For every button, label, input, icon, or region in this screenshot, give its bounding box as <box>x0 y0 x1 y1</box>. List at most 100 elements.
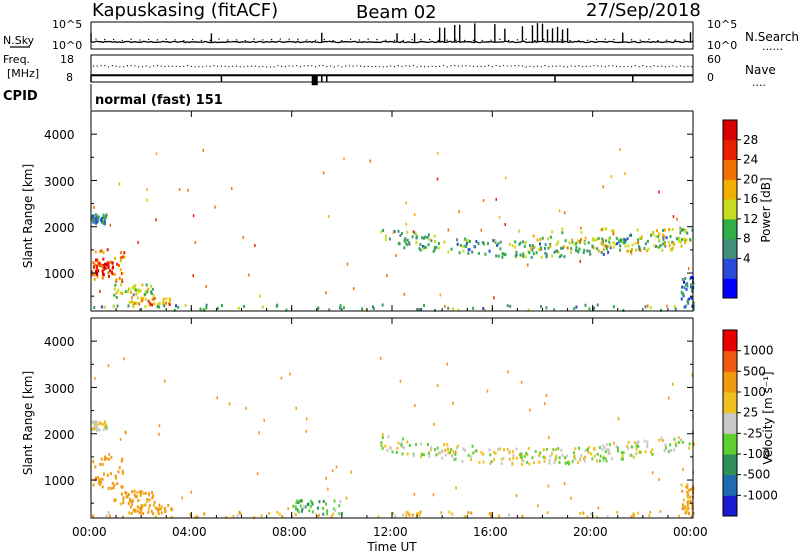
data-cell <box>412 230 415 234</box>
noise-search-point <box>191 38 194 41</box>
data-cell <box>586 249 589 253</box>
data-cell <box>657 238 660 242</box>
data-cell <box>437 151 439 155</box>
data-cell <box>386 274 388 278</box>
data-cell <box>580 454 583 457</box>
nave-point <box>119 66 121 68</box>
data-cell <box>462 244 465 248</box>
data-cell <box>688 499 691 503</box>
data-cell <box>525 452 528 455</box>
data-cell <box>660 308 662 312</box>
data-cell <box>101 276 104 280</box>
data-cell <box>243 305 246 308</box>
data-cell <box>505 176 507 180</box>
data-cell <box>647 247 650 251</box>
data-cell <box>636 228 639 232</box>
data-cell <box>454 452 457 456</box>
data-cell <box>428 454 431 458</box>
nave-point <box>160 65 162 67</box>
data-cell <box>619 244 622 248</box>
freq-right-tick-top: 60 <box>707 53 721 66</box>
data-cell <box>132 300 135 304</box>
data-cell <box>683 305 686 309</box>
data-cell <box>601 242 603 246</box>
data-cell <box>558 209 561 213</box>
data-cell <box>109 472 112 476</box>
data-cell <box>118 264 120 268</box>
data-cell <box>628 453 631 457</box>
xtick-12: 12:00 <box>373 525 408 539</box>
data-cell <box>377 515 380 519</box>
data-cell <box>408 241 411 245</box>
data-cell <box>136 296 139 300</box>
data-cell <box>98 479 101 483</box>
data-cell <box>555 448 557 452</box>
data-cell <box>529 408 531 412</box>
nave-point <box>668 65 670 68</box>
data-cell <box>515 250 518 254</box>
data-cell <box>389 446 392 450</box>
data-cell <box>482 307 485 310</box>
data-cell <box>156 507 159 511</box>
data-cell <box>157 302 160 306</box>
data-cell <box>133 493 136 497</box>
data-cell <box>684 505 687 509</box>
data-cell <box>555 454 558 458</box>
data-cell <box>552 448 555 452</box>
data-cell <box>633 441 636 445</box>
data-cell <box>192 274 194 278</box>
data-cell <box>584 449 587 452</box>
data-cell <box>202 148 204 152</box>
data-cell <box>686 300 689 304</box>
data-cell <box>322 171 325 175</box>
data-cell <box>205 285 207 288</box>
data-cell <box>113 498 116 502</box>
data-cell <box>421 453 424 456</box>
data-cell <box>139 492 142 496</box>
nave-point <box>630 66 633 68</box>
data-cell <box>527 263 529 267</box>
data-cell <box>597 506 600 510</box>
nave-point <box>273 66 275 68</box>
nave-point <box>555 65 557 67</box>
data-cell <box>653 244 656 248</box>
data-cell <box>330 514 333 518</box>
data-cell <box>334 508 337 512</box>
data-cell <box>661 233 664 237</box>
power-colorbar-tick-label: 8 <box>743 232 751 246</box>
data-cell <box>418 513 421 517</box>
power-colorbar-segment <box>723 278 737 299</box>
data-cell <box>600 250 603 254</box>
data-cell <box>444 449 446 452</box>
data-cell <box>109 260 112 264</box>
data-cell <box>121 457 124 461</box>
data-cell <box>579 512 582 515</box>
data-cell <box>519 241 522 245</box>
data-cell <box>94 465 97 469</box>
data-cell <box>475 240 478 243</box>
data-cell <box>311 510 314 514</box>
power-colorbar-segment <box>723 218 737 240</box>
data-cell <box>571 459 574 463</box>
data-cell <box>203 512 206 516</box>
data-cell <box>430 239 433 243</box>
nave-point <box>529 65 531 67</box>
data-cell <box>163 304 166 308</box>
data-cell <box>148 492 150 496</box>
noise-search-point <box>288 38 290 41</box>
data-cell <box>664 443 667 447</box>
data-cell <box>115 278 118 282</box>
data-cell <box>167 503 170 507</box>
data-cell <box>494 240 497 244</box>
data-cell <box>458 251 461 255</box>
nave-point <box>239 66 241 68</box>
data-cell <box>578 247 581 251</box>
freq-left-tick-top: 18 <box>60 53 74 66</box>
data-cell <box>682 467 684 471</box>
data-cell <box>506 304 509 308</box>
data-cell <box>108 269 111 273</box>
data-cell <box>153 296 156 300</box>
data-cell <box>133 301 136 305</box>
data-cell <box>352 287 355 291</box>
data-cell <box>447 451 450 455</box>
